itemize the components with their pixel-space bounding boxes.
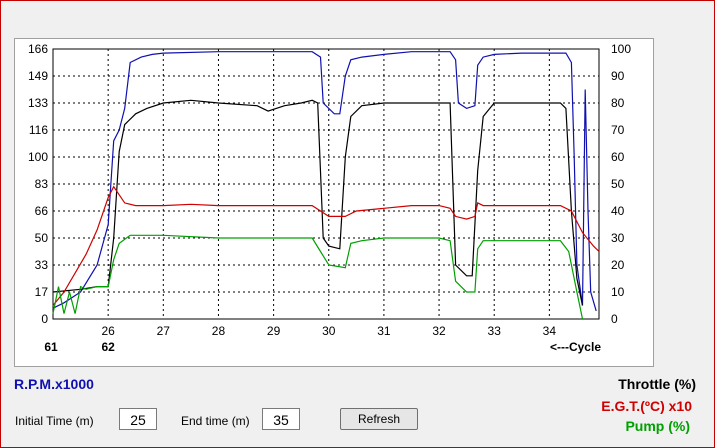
- series-line-throttle: [52, 99, 584, 306]
- x-tick: 27: [157, 324, 171, 338]
- initial-time-label: Initial Time (m): [15, 414, 94, 428]
- end-time-input[interactable]: 35: [262, 408, 300, 430]
- x-tick: 31: [377, 324, 391, 338]
- y-right-tick: 40: [611, 204, 625, 218]
- y-left-tick: 33: [35, 258, 49, 272]
- y-left-tick: 17: [35, 285, 49, 299]
- x-tick: 30: [322, 324, 336, 338]
- y-left-tick: 50: [35, 231, 49, 245]
- x-tick: 34: [543, 324, 557, 338]
- series-line-rpm: [52, 51, 597, 312]
- y-right-tick: 100: [611, 42, 631, 56]
- y-right-tick: 70: [611, 123, 625, 137]
- y-right-tick: 0: [611, 312, 618, 326]
- y-left-tick: 133: [28, 96, 48, 110]
- series-line-pump: [52, 234, 584, 320]
- legend-throttle: Throttle (%): [618, 376, 696, 392]
- series-line-egt: [52, 185, 600, 306]
- initial-time-input[interactable]: 25: [119, 408, 157, 430]
- x-tick: 33: [488, 324, 502, 338]
- end-time-label: End time (m): [181, 414, 250, 428]
- y-right-tick: 30: [611, 231, 625, 245]
- cycle-caption: <---Cycle: [550, 340, 601, 354]
- x-tick: 29: [267, 324, 281, 338]
- x-tick: 28: [212, 324, 226, 338]
- y-right-tick: 10: [611, 285, 625, 299]
- y-right-tick: 90: [611, 69, 625, 83]
- y-left-tick: 66: [35, 204, 49, 218]
- y-left-tick: 83: [35, 177, 49, 191]
- x-tick: 32: [432, 324, 446, 338]
- x-tick: 26: [101, 324, 115, 338]
- legend-egt: E.G.T.(ºC) x10: [601, 398, 692, 414]
- y-right-tick: 80: [611, 96, 625, 110]
- legend-pump: Pump (%): [625, 418, 690, 434]
- y-left-tick: 149: [28, 69, 48, 83]
- refresh-button[interactable]: Refresh: [340, 408, 418, 430]
- y-right-tick: 60: [611, 150, 625, 164]
- y-left-tick: 116: [29, 123, 48, 137]
- y-right-tick: 50: [611, 177, 625, 191]
- cycle-label: 61: [44, 340, 58, 354]
- y-right-tick: 20: [611, 258, 625, 272]
- y-left-tick: 166: [28, 42, 48, 56]
- legend-rpm: R.P.M.x1000: [14, 376, 94, 392]
- chart-panel: 166 100 149 90 133 80 116 70 100 60 83 50 66 40 50 30 33…: [14, 38, 654, 367]
- y-left-tick: 0: [41, 312, 48, 326]
- cycle-label: 62: [101, 340, 115, 354]
- y-left-tick: 100: [28, 150, 48, 164]
